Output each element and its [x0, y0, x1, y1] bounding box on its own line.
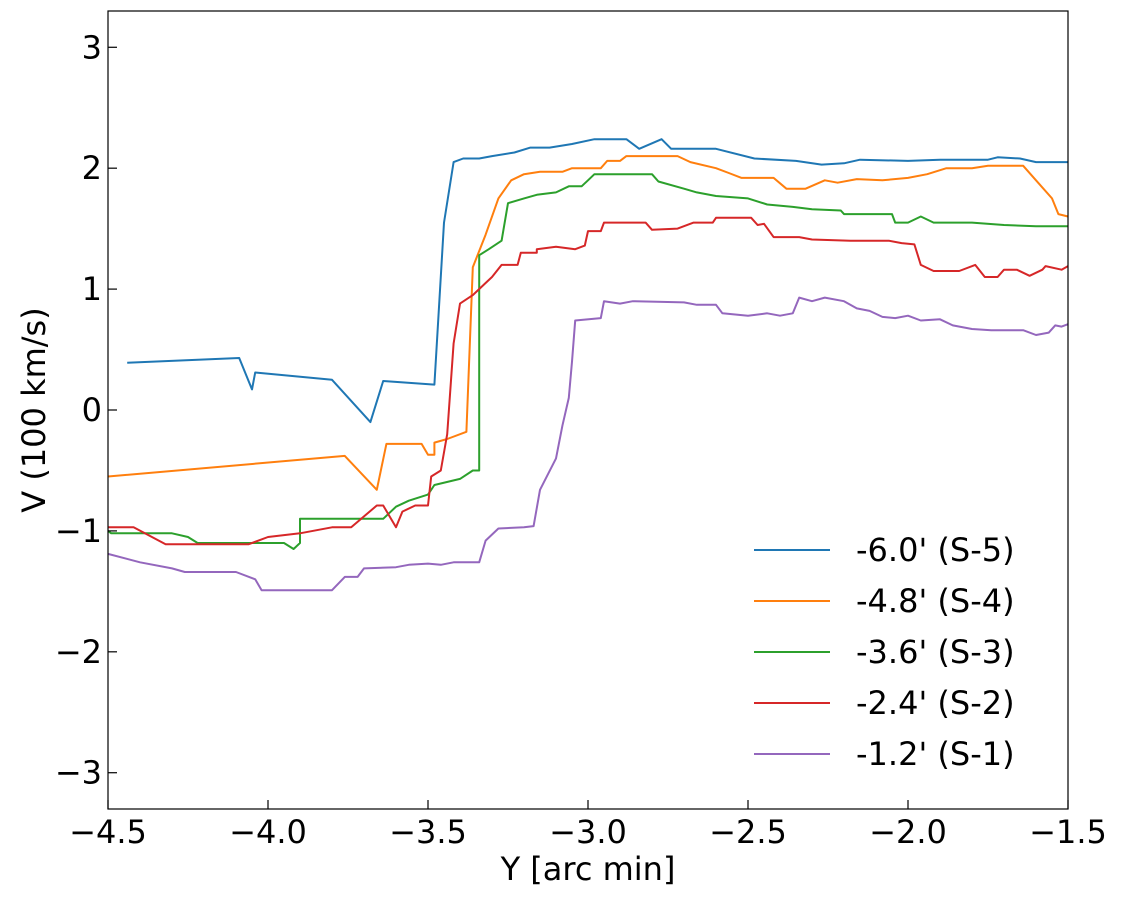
y-axis-label: V (100 km/s) — [15, 307, 53, 512]
x-tick-label: −4.5 — [69, 813, 147, 851]
legend: -6.0' (S-5) -4.8' (S-4) -3.6' (S-3) -2.4' (… — [754, 531, 1015, 773]
x-tick-label: −2.0 — [869, 813, 947, 851]
x-tick-label: −3.0 — [549, 813, 627, 851]
ticks-layer: −4.5 −4.0 −3.5 −3.0 −2.5 −2.0 −1.5 −3 −2 −1 0 1 2 3 — [55, 28, 1107, 851]
series-line-4 — [108, 216, 1069, 546]
legend-label-1: -6.0' (S-5) — [856, 531, 1015, 569]
x-tick-label: −2.5 — [709, 813, 787, 851]
legend-label-4: -2.4' (S-2) — [856, 684, 1015, 722]
x-tick-label: −3.5 — [389, 813, 467, 851]
y-tick-label: −1 — [55, 512, 102, 550]
y-tick-label: 0 — [82, 391, 102, 429]
x-tick-label: −4.0 — [229, 813, 307, 851]
series-layer — [107, 138, 1069, 592]
y-tick-label: −3 — [55, 754, 102, 792]
legend-label-2: -4.8' (S-4) — [856, 582, 1015, 620]
series-line-5 — [107, 296, 1069, 592]
x-axis-label: Y [arc min] — [500, 850, 676, 888]
series-line-1 — [127, 138, 1068, 424]
legend-label-5: -1.2' (S-1) — [856, 735, 1015, 773]
x-tick-label: −1.5 — [1029, 813, 1107, 851]
series-line-3 — [107, 173, 1068, 550]
legend-label-3: -3.6' (S-3) — [856, 633, 1015, 671]
y-tick-label: 2 — [82, 149, 102, 187]
y-tick-label: −2 — [55, 633, 102, 671]
y-tick-label: 1 — [82, 270, 102, 308]
series-line-2 — [107, 155, 1069, 491]
y-tick-label: 3 — [82, 28, 102, 66]
